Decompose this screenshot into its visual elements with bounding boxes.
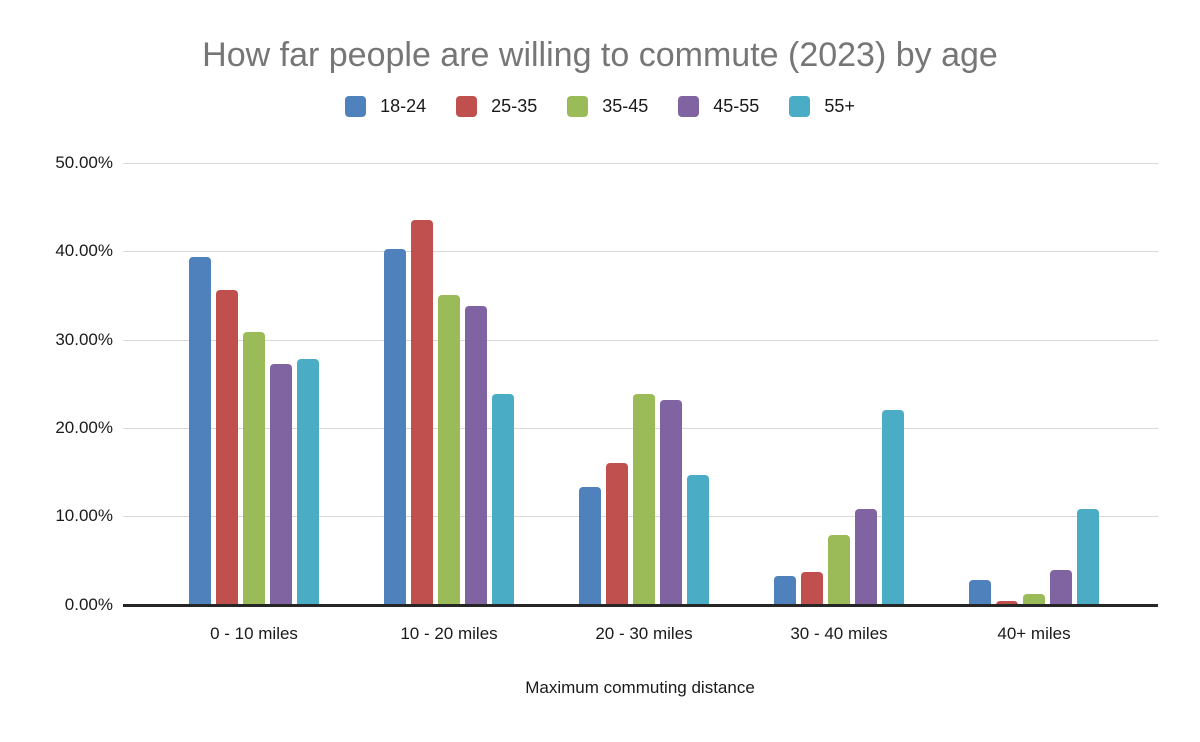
bar-45-55-30-40-miles <box>855 509 877 605</box>
bar-35-45-40-miles <box>1023 594 1045 605</box>
x-axis-category-label-10-20-miles: 10 - 20 miles <box>400 624 498 643</box>
legend: 18-24 25-35 35-45 45-55 55+ <box>0 96 1200 117</box>
x-axis-category-label-20-30-miles: 20 - 30 miles <box>595 624 693 643</box>
bar-55-10-20-miles <box>492 394 514 605</box>
bar-18-24-30-40-miles <box>774 576 796 605</box>
bar-18-24-40-miles <box>969 580 991 605</box>
legend-item-25-35: 25-35 <box>456 96 537 117</box>
x-axis-title: Maximum commuting distance <box>525 678 755 697</box>
bar-18-24-20-30-miles <box>579 487 601 605</box>
y-axis-tick-label-50: 50.00% <box>55 153 113 172</box>
legend-swatch-35-45 <box>567 96 589 117</box>
bar-45-55-20-30-miles <box>660 400 682 605</box>
legend-swatch-55 <box>789 96 811 117</box>
y-axis-tick-label-20: 20.00% <box>55 418 113 437</box>
bar-25-35-10-20-miles <box>411 220 433 605</box>
y-axis-tick-label-40: 40.00% <box>55 241 113 260</box>
bar-55-0-10-miles <box>297 359 319 605</box>
gridline-50pct <box>123 163 1158 164</box>
bar-35-45-20-30-miles <box>633 394 655 605</box>
gridline-40pct <box>123 251 1158 252</box>
legend-label-35-45: 35-45 <box>602 96 649 116</box>
bar-35-45-0-10-miles <box>243 332 265 605</box>
bar-18-24-0-10-miles <box>189 257 211 605</box>
chart-title: How far people are willing to commute (2… <box>202 36 998 74</box>
legend-swatch-18-24 <box>345 96 367 117</box>
legend-label-55: 55+ <box>824 96 855 116</box>
y-axis-tick-label-10: 10.00% <box>55 506 113 525</box>
bar-45-55-0-10-miles <box>270 364 292 605</box>
legend-item-45-55: 45-55 <box>678 96 759 117</box>
legend-item-55: 55+ <box>789 96 855 117</box>
legend-item-35-45: 35-45 <box>567 96 648 117</box>
bar-35-45-10-20-miles <box>438 295 460 605</box>
bar-55-40-miles <box>1077 509 1099 605</box>
x-axis-category-label-0-10-miles: 0 - 10 miles <box>210 624 298 643</box>
legend-label-25-35: 25-35 <box>491 96 538 116</box>
bar-35-45-30-40-miles <box>828 535 850 605</box>
bar-55-20-30-miles <box>687 475 709 605</box>
legend-swatch-45-55 <box>678 96 700 117</box>
bar-25-35-30-40-miles <box>801 572 823 605</box>
x-axis-baseline <box>123 604 1158 607</box>
x-axis-category-label-30-40-miles: 30 - 40 miles <box>790 624 888 643</box>
legend-label-18-24: 18-24 <box>380 96 427 116</box>
legend-swatch-25-35 <box>456 96 478 117</box>
bar-25-35-0-10-miles <box>216 290 238 605</box>
legend-item-18-24: 18-24 <box>345 96 426 117</box>
y-axis-tick-label-30: 30.00% <box>55 330 113 349</box>
gridline-30pct <box>123 340 1158 341</box>
x-axis-category-label-40-miles: 40+ miles <box>997 624 1071 643</box>
bar-45-55-10-20-miles <box>465 306 487 605</box>
legend-label-45-55: 45-55 <box>713 96 760 116</box>
bar-18-24-10-20-miles <box>384 249 406 605</box>
bar-55-30-40-miles <box>882 410 904 605</box>
bar-45-55-40-miles <box>1050 570 1072 605</box>
bar-25-35-40-miles <box>996 601 1018 605</box>
bar-25-35-20-30-miles <box>606 463 628 605</box>
y-axis-tick-label-0: 0.00% <box>64 595 113 614</box>
